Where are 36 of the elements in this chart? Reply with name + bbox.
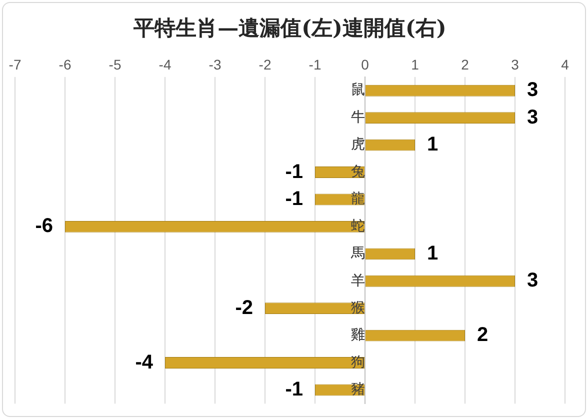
x-tick-label: -5 [108, 56, 122, 72]
x-tick-label: -2 [258, 56, 272, 72]
y-tick-label: 羊 [351, 272, 365, 289]
y-tick-label: 蛇 [351, 218, 365, 234]
y-tick-label: 鼠 [351, 82, 365, 98]
data-label: 3 [527, 106, 538, 128]
y-tick-label: 馬 [350, 246, 365, 262]
y-tick-label: 雞 [351, 327, 365, 344]
y-tick-label: 豬 [351, 382, 365, 398]
x-tick-label: 2 [461, 56, 470, 72]
data-label: -6 [35, 215, 53, 238]
x-tick-label: 1 [411, 56, 420, 72]
data-label: -1 [285, 160, 303, 183]
data-label: 3 [527, 270, 538, 292]
data-label: 1 [427, 134, 438, 156]
x-tick-label: -4 [158, 56, 172, 72]
data-label: 2 [477, 324, 488, 346]
x-tick-label: -1 [308, 56, 322, 72]
data-label: 1 [427, 242, 438, 264]
y-tick-label: 狗 [351, 354, 365, 370]
chart-title: 平特生肖—遺漏值(左)連開值(右) [132, 15, 446, 40]
y-tick-label: 猴 [351, 300, 365, 316]
y-tick-label: 虎 [351, 136, 365, 153]
data-label: -4 [135, 351, 154, 374]
y-tick-label: 牛 [351, 109, 365, 126]
data-label: 3 [527, 79, 538, 102]
data-label: -2 [235, 296, 253, 319]
data-label: -1 [285, 188, 303, 210]
y-tick-label: 龍 [351, 191, 365, 208]
x-tick-label: 3 [511, 56, 520, 72]
x-tick-label: -6 [58, 56, 72, 72]
x-tick-label: -3 [208, 56, 222, 72]
data-label: -1 [285, 378, 303, 401]
x-tick-label: 4 [561, 56, 570, 72]
x-tick-label: 0 [361, 56, 370, 72]
x-tick-label: -7 [8, 56, 22, 72]
